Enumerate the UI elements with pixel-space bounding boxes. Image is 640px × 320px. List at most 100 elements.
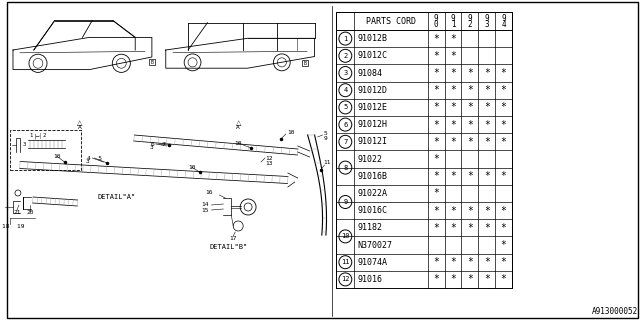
Text: 20: 20: [26, 210, 34, 214]
Text: *: *: [484, 257, 490, 267]
Text: 10: 10: [53, 154, 60, 158]
Text: *: *: [467, 85, 473, 95]
Text: 9: 9: [451, 13, 455, 22]
Text: A: A: [236, 124, 240, 130]
Text: *: *: [433, 68, 439, 78]
Text: *: *: [433, 274, 439, 284]
Text: *: *: [450, 51, 456, 61]
Text: 9: 9: [434, 13, 438, 22]
Text: *: *: [500, 274, 506, 284]
Text: 11: 11: [324, 159, 332, 164]
Text: *: *: [484, 68, 490, 78]
Text: 1: 1: [343, 36, 348, 42]
Text: *: *: [484, 274, 490, 284]
Text: *: *: [484, 171, 490, 181]
Text: PARTS CORD: PARTS CORD: [366, 17, 416, 26]
Bar: [301, 60, 308, 66]
Text: 91016B: 91016B: [357, 172, 387, 181]
Text: 91022A: 91022A: [357, 189, 387, 198]
Text: *: *: [500, 257, 506, 267]
Text: *: *: [500, 137, 506, 147]
Text: *: *: [484, 120, 490, 130]
Text: 2: 2: [343, 53, 348, 59]
Text: N370027: N370027: [357, 241, 392, 250]
Text: *: *: [433, 102, 439, 112]
Text: *: *: [467, 257, 473, 267]
Text: *: *: [450, 102, 456, 112]
Text: 4: 4: [343, 87, 348, 93]
Text: 10: 10: [234, 140, 242, 146]
Bar: [10, 130, 81, 170]
Text: 91074A: 91074A: [357, 258, 387, 267]
Text: *: *: [500, 68, 506, 78]
Text: *: *: [433, 154, 439, 164]
Text: 91012C: 91012C: [357, 51, 387, 60]
Text: 16: 16: [205, 190, 213, 196]
Text: 17: 17: [230, 236, 237, 241]
Text: |─┤: |─┤: [33, 134, 42, 140]
Text: 9: 9: [501, 13, 506, 22]
Text: *: *: [500, 223, 506, 233]
Text: 9: 9: [324, 135, 328, 140]
Text: 10: 10: [341, 233, 349, 239]
Text: *: *: [433, 188, 439, 198]
Text: *: *: [450, 85, 456, 95]
Text: 10: 10: [188, 164, 195, 170]
Text: *: *: [467, 171, 473, 181]
Text: *: *: [450, 120, 456, 130]
Text: *: *: [467, 120, 473, 130]
Text: *: *: [467, 68, 473, 78]
Text: 91022: 91022: [357, 155, 382, 164]
Text: *: *: [450, 137, 456, 147]
Text: *: *: [500, 85, 506, 95]
Text: *: *: [450, 274, 456, 284]
Text: 91012B: 91012B: [357, 34, 387, 43]
Text: 91016C: 91016C: [357, 206, 387, 215]
Text: *: *: [500, 102, 506, 112]
Text: *: *: [467, 102, 473, 112]
Text: *: *: [500, 206, 506, 216]
Text: 9: 9: [343, 199, 348, 205]
Text: 4: 4: [501, 20, 506, 28]
Text: *: *: [433, 171, 439, 181]
Text: 91012H: 91012H: [357, 120, 387, 129]
Text: 5: 5: [343, 104, 348, 110]
Text: 14: 14: [201, 203, 209, 207]
Text: 91012I: 91012I: [357, 137, 387, 146]
Text: *: *: [450, 34, 456, 44]
Text: 9: 9: [484, 13, 489, 22]
Text: 0: 0: [434, 20, 438, 28]
Text: 3: 3: [150, 145, 154, 149]
Text: *: *: [450, 206, 456, 216]
Text: DETAIL"A": DETAIL"A": [97, 194, 135, 200]
Text: 18  19: 18 19: [2, 223, 24, 228]
Text: 91084: 91084: [357, 68, 382, 77]
Text: △: △: [77, 120, 82, 126]
Text: *: *: [467, 223, 473, 233]
Text: A913000052: A913000052: [592, 307, 638, 316]
Text: 91016: 91016: [357, 275, 382, 284]
Text: *: *: [450, 257, 456, 267]
Text: *: *: [484, 102, 490, 112]
Text: *: *: [484, 206, 490, 216]
Text: *: *: [484, 223, 490, 233]
Text: △: △: [236, 120, 241, 126]
Text: *: *: [500, 240, 506, 250]
Text: A: A: [77, 124, 81, 130]
Text: 12: 12: [265, 156, 273, 161]
Text: 9: 9: [468, 13, 472, 22]
Text: *: *: [433, 206, 439, 216]
Text: 91012D: 91012D: [357, 86, 387, 95]
Text: 12: 12: [341, 276, 349, 282]
Text: 21: 21: [13, 210, 20, 214]
Text: *: *: [450, 68, 456, 78]
Text: 5: 5: [324, 131, 328, 135]
Bar: [337, 12, 512, 288]
Text: *: *: [467, 274, 473, 284]
Text: 8: 8: [343, 164, 348, 171]
Text: *: *: [433, 85, 439, 95]
Text: 11: 11: [341, 259, 349, 265]
Text: 4  5: 4 5: [87, 156, 102, 161]
Text: DETAIL"B": DETAIL"B": [209, 244, 248, 250]
Text: *: *: [433, 34, 439, 44]
